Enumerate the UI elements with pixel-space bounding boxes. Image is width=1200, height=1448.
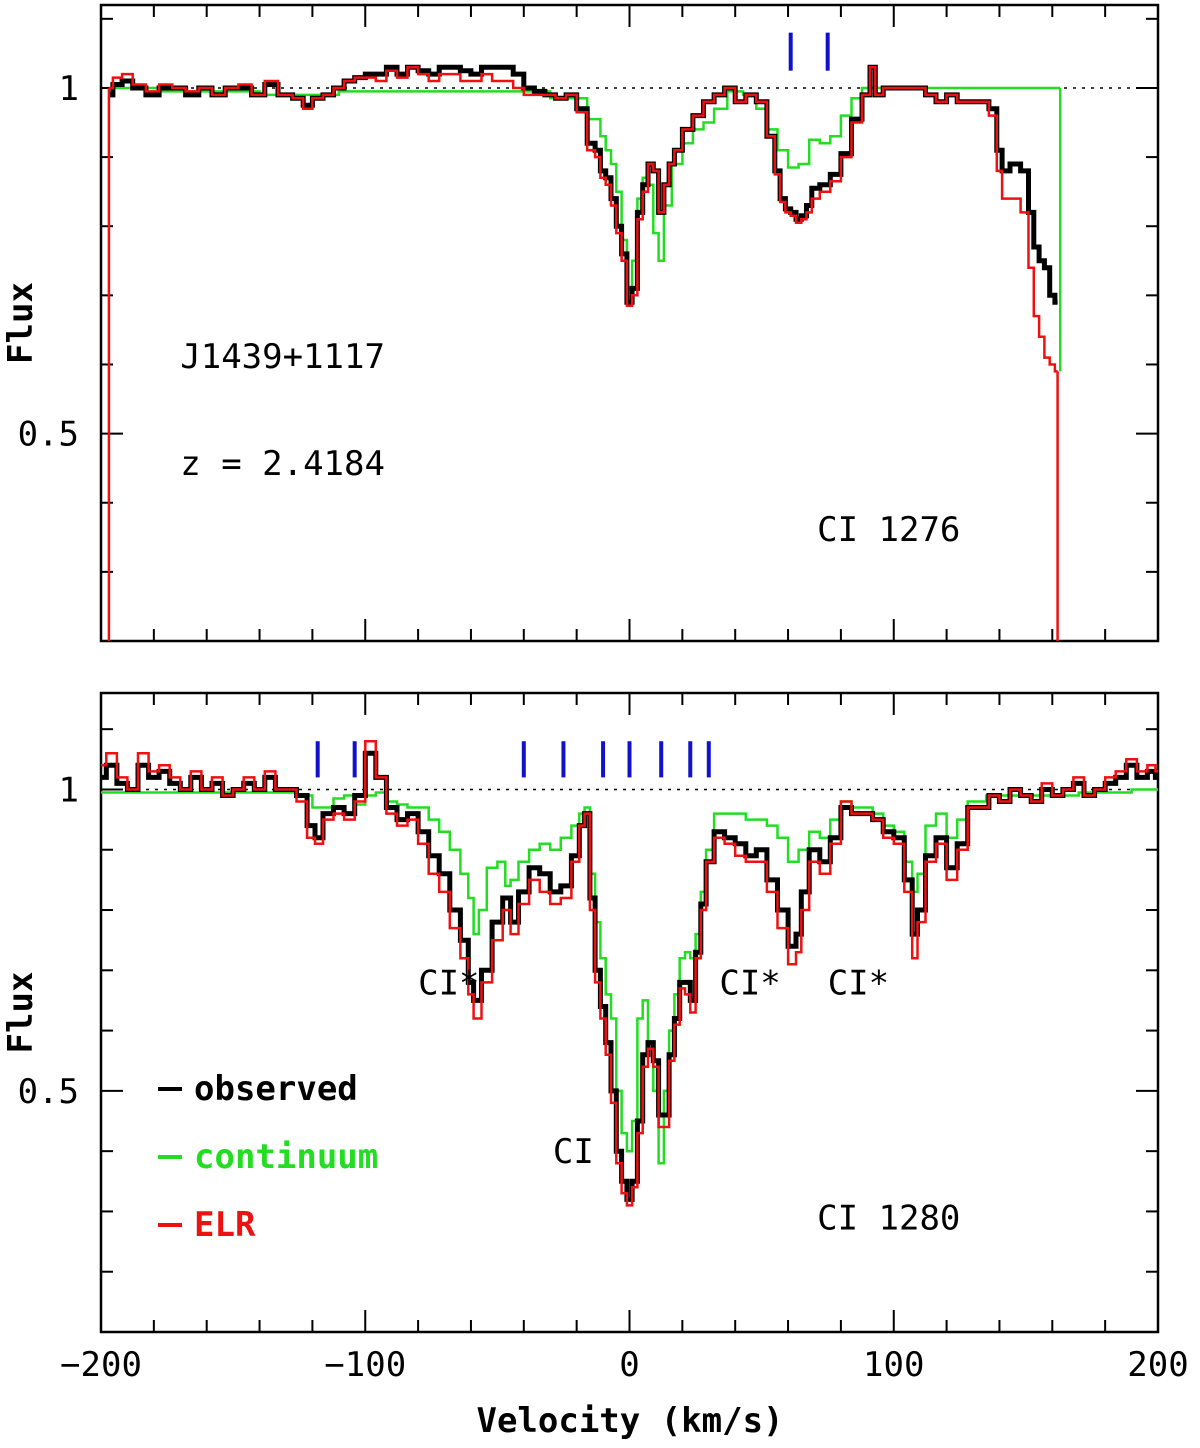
panel-ci-1280: 0.5 1 −200 −100 0 100 200 Flux CI* CI* CI* CI CI 128… [1, 691, 1189, 1385]
series-observed-line [101, 750, 1158, 1202]
annotation-label: CI* [719, 963, 780, 1003]
y-axis-title: Flux [1, 972, 41, 1054]
legend-entry-label: observed [194, 1069, 358, 1109]
y-tick-label: 1 [59, 770, 79, 810]
x-axis-title: Velocity (km/s) [476, 1401, 783, 1441]
legend-entry-label: continuum [194, 1137, 378, 1177]
y-tick-label: 0.5 [18, 415, 79, 455]
plot-frame [99, 3, 1160, 643]
annotation-label: z = 2.4184 [180, 444, 385, 484]
x-tick-label: −100 [324, 1345, 406, 1385]
y-axis-title: Flux [1, 282, 41, 364]
annotation-label: CI* [418, 963, 479, 1003]
series-elr-line [108, 65, 1058, 373]
x-tick-label: 200 [1127, 1345, 1188, 1385]
x-tick-label: −200 [60, 1345, 142, 1385]
x-tick-label: 100 [863, 1345, 924, 1385]
panel-ci-1276: 0.5 1 Flux J1439+1117 z = 2.4184 CI 1276 [1, 3, 1160, 643]
y-tick-label: 1 [59, 69, 79, 109]
series-elr-line [101, 739, 1158, 1207]
annotation-label: CI 1276 [817, 510, 960, 550]
y-tick-label: 0.5 [18, 1072, 79, 1112]
annotation-label: J1439+1117 [180, 337, 385, 377]
series-observed-line [108, 64, 1058, 305]
annotation-label: CI* [828, 963, 889, 1003]
annotation-label: CI 1280 [817, 1199, 960, 1239]
annotation-label: CI [553, 1132, 594, 1172]
legend-entry-label: ELR [194, 1205, 256, 1245]
x-tick-label: 0 [619, 1345, 639, 1385]
series-continuum-line [111, 86, 1061, 290]
